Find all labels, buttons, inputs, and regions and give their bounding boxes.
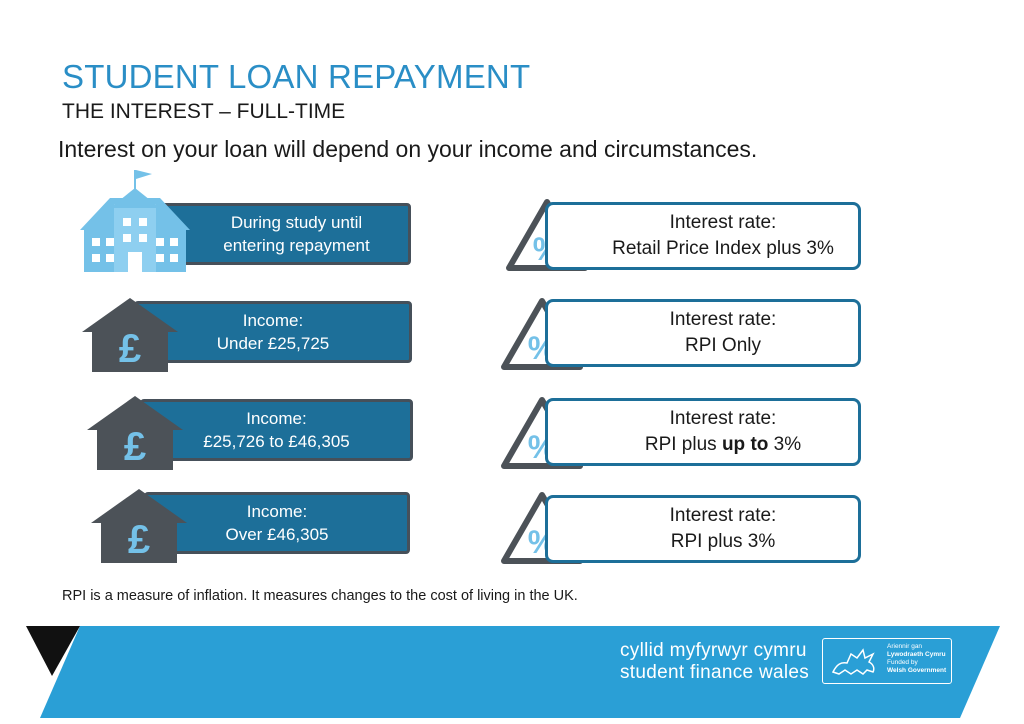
school-building-icon [80, 170, 190, 272]
income-label: Income: [246, 409, 307, 428]
brand-english: student finance wales [620, 662, 810, 683]
pound-house-icon: £ [91, 489, 187, 563]
government-funding-text: Ariennir gan Lywodraeth Cymru Funded by … [887, 643, 946, 675]
welsh-dragon-icon [831, 648, 875, 675]
intro-text: Interest on your loan will depend on you… [58, 136, 758, 162]
income-value: £25,726 to £46,305 [203, 432, 350, 451]
income-label: Income: [246, 502, 308, 521]
welsh-government-logo: Ariennir gan Lywodraeth Cymru Funded by … [822, 638, 952, 684]
during-study-line1: During study until [230, 213, 363, 232]
brand-wordmark: cyllid myfyrwyr cymru student finance wa… [620, 640, 809, 684]
during-study-line2: entering repayment [223, 236, 370, 255]
interest-rate-box-3: Interest rate: RPI plus up to 3% [545, 398, 861, 466]
gov-line4: Welsh Government [887, 667, 947, 674]
income-middle-box: Income: £25,726 to £46,305 [140, 399, 413, 461]
interest-rate-label: Interest rate: [669, 505, 777, 526]
pound-glyph: £ [119, 327, 141, 371]
income-value: Under £25,725 [216, 334, 330, 353]
gov-line1: Ariennir gan [887, 643, 923, 650]
gov-line3: Funded by [887, 659, 918, 666]
pound-glyph: £ [124, 425, 146, 469]
page-subtitle: THE INTEREST – FULL-TIME [62, 100, 346, 123]
interest-rate-value: RPI plus 3% [670, 531, 776, 552]
interest-rate-box-2: Interest rate: RPI Only [545, 299, 861, 367]
interest-rate-label: Interest rate: [669, 212, 777, 233]
pound-glyph: £ [128, 518, 150, 562]
rate-emphasis: up to [721, 434, 769, 455]
brand-welsh: cyllid myfyrwyr cymru [620, 640, 807, 661]
rpi-footnote: RPI is a measure of inflation. It measur… [62, 588, 578, 604]
income-under-box: Income: Under £25,725 [134, 301, 412, 363]
pound-house-icon: £ [82, 298, 178, 372]
income-over-box: Income: Over £46,305 [144, 492, 410, 554]
interest-rate-label: Interest rate: [669, 309, 777, 330]
rate-prefix: RPI plus [644, 434, 722, 455]
interest-rate-value: Retail Price Index plus 3% [612, 238, 834, 259]
interest-rate-label: Interest rate: [669, 408, 777, 429]
footer-banner [26, 626, 1000, 718]
income-value: Over £46,305 [225, 525, 329, 544]
interest-rate-box-4: Interest rate: RPI plus 3% [545, 495, 861, 563]
interest-rate-value: RPI plus up to 3% [588, 432, 858, 458]
income-label: Income: [242, 311, 304, 330]
interest-rate-box-1: Interest rate: Retail Price Index plus 3… [545, 202, 861, 270]
rate-suffix: 3% [768, 434, 802, 455]
pound-house-icon: £ [87, 396, 183, 470]
page-title: STUDENT LOAN REPAYMENT [62, 58, 531, 95]
during-study-box: During study until entering repayment [160, 203, 411, 265]
interest-rate-value: RPI Only [684, 335, 762, 356]
gov-line2: Lywodraeth Cymru [887, 651, 946, 658]
